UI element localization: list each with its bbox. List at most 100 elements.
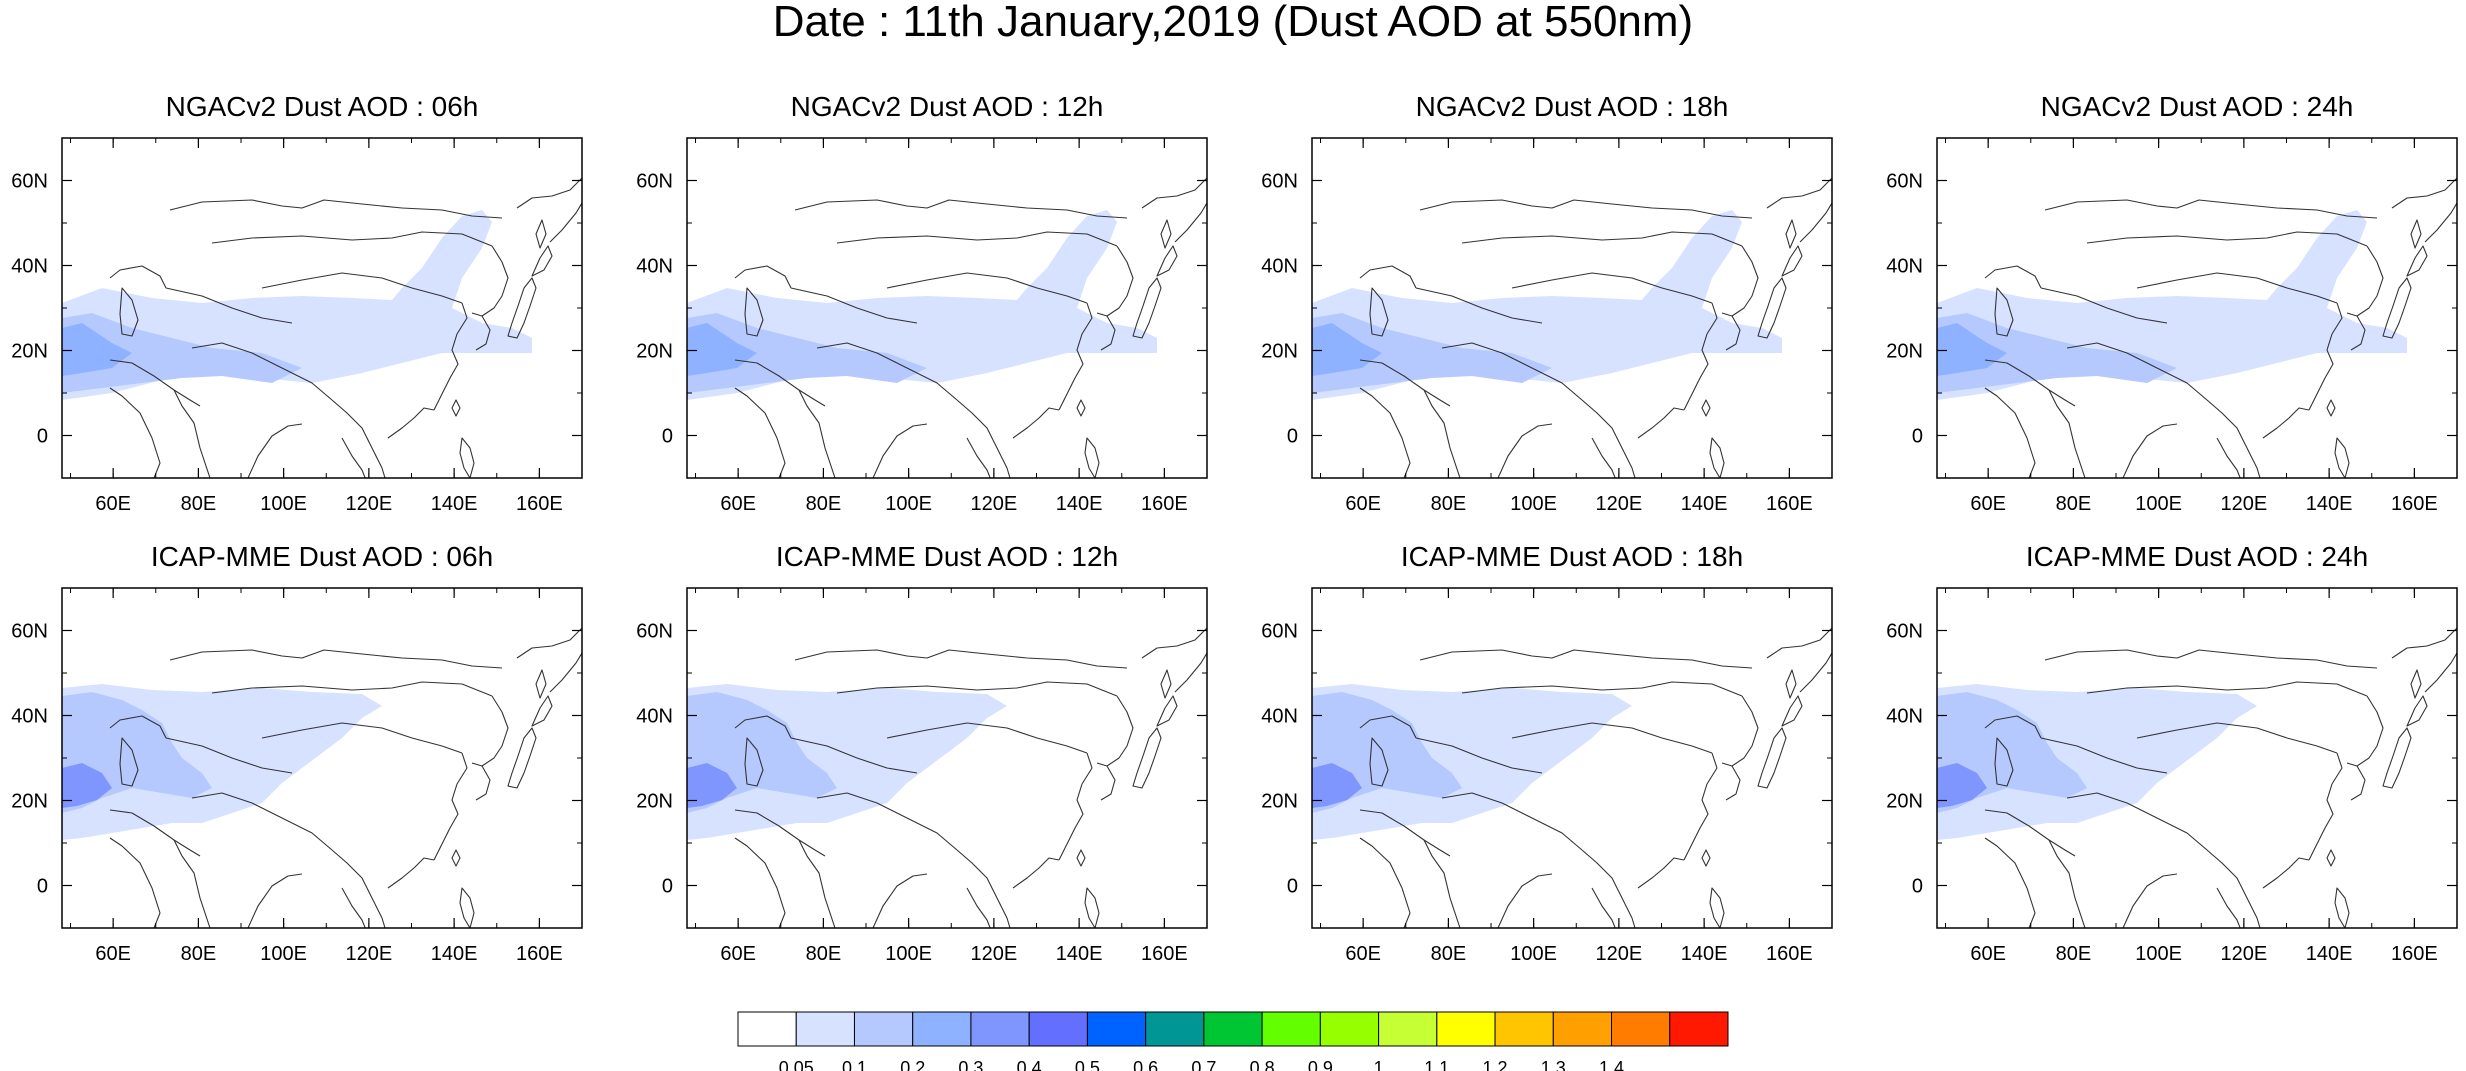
lat-tick-label: 0: [1912, 876, 1923, 898]
lat-tick-label: 20N: [636, 791, 673, 813]
colorbar-swatch: [795, 1011, 855, 1047]
map-panel-8: ICAP-MME Dust AOD : 24h 60E 80E 100E 120E 140…: [1886, 541, 2458, 965]
lon-tick-label: 140E: [2306, 943, 2353, 965]
colorbar-swatch: [1611, 1011, 1671, 1047]
lon-tick-label: 120E: [2221, 943, 2268, 965]
lat-tick-label: 40N: [1886, 256, 1923, 278]
lon-tick-label: 120E: [2221, 493, 2268, 515]
lat-tick-label: 60N: [1261, 171, 1298, 193]
lon-tick-label: 60E: [1345, 493, 1381, 515]
colorbar-swatch: [970, 1011, 1030, 1047]
lon-tick-label: 60E: [95, 943, 131, 965]
lon-tick-label: 80E: [1431, 493, 1467, 515]
colorbar-swatch: [1145, 1011, 1205, 1047]
lon-tick-label: 80E: [806, 943, 842, 965]
colorbar-swatch: [1203, 1011, 1263, 1047]
panel-title: ICAP-MME Dust AOD : 12h: [776, 541, 1118, 572]
lat-tick-label: 40N: [1261, 706, 1298, 728]
map-panel-1: NGACv2 Dust AOD : 06h 60E 80E 100E 120E 140E 1…: [11, 91, 583, 515]
lon-tick-label: 140E: [1056, 493, 1103, 515]
panel-title: ICAP-MME Dust AOD : 24h: [2026, 541, 2368, 572]
lon-tick-label: 160E: [1141, 493, 1188, 515]
lon-tick-label: 120E: [1596, 943, 1643, 965]
lon-tick-label: 100E: [260, 943, 307, 965]
lat-tick-label: 0: [662, 426, 673, 448]
panel-title: ICAP-MME Dust AOD : 18h: [1401, 541, 1743, 572]
lat-tick-label: 0: [1287, 876, 1298, 898]
lon-tick-label: 100E: [260, 493, 307, 515]
map-panel-7: ICAP-MME Dust AOD : 18h 60E 80E 100E 120E 140…: [1261, 541, 1833, 965]
colorbar-label: 0.3: [958, 1058, 983, 1071]
lat-tick-label: 60N: [1261, 621, 1298, 643]
lon-tick-label: 60E: [1345, 943, 1381, 965]
colorbar-label: 0.6: [1133, 1058, 1158, 1071]
panel-title: NGACv2 Dust AOD : 12h: [791, 91, 1104, 122]
map-panel-5: ICAP-MME Dust AOD : 06h 60E 80E 100E 120E 140…: [11, 541, 583, 965]
panel-title: ICAP-MME Dust AOD : 06h: [151, 541, 493, 572]
dust-aod-field: [1937, 177, 2457, 478]
colorbar-swatch: [1552, 1011, 1613, 1047]
lon-tick-label: 140E: [2306, 493, 2353, 515]
lon-tick-label: 140E: [1681, 943, 1728, 965]
panel-title: NGACv2 Dust AOD : 06h: [166, 91, 479, 122]
dust-aod-field: [687, 627, 1207, 928]
lon-tick-label: 60E: [720, 493, 756, 515]
colorbar-label: 1.2: [1483, 1058, 1508, 1071]
lat-tick-label: 60N: [11, 171, 48, 193]
lat-tick-label: 60N: [1886, 621, 1923, 643]
colorbar-swatch: [853, 1011, 914, 1047]
lat-tick-label: 0: [1287, 426, 1298, 448]
lat-tick-label: 20N: [1886, 341, 1923, 363]
colorbar-label: 0.4: [1017, 1058, 1042, 1071]
lat-tick-label: 40N: [11, 256, 48, 278]
lon-tick-label: 160E: [516, 943, 563, 965]
colorbar-label: 1.1: [1424, 1058, 1449, 1071]
lat-tick-label: 0: [37, 426, 48, 448]
colorbar-label: 1: [1374, 1058, 1384, 1071]
lat-tick-label: 60N: [1886, 171, 1923, 193]
lon-tick-label: 100E: [2135, 493, 2182, 515]
dust-aod-field: [1937, 627, 2457, 928]
lat-tick-label: 20N: [1886, 791, 1923, 813]
lat-tick-label: 0: [662, 876, 673, 898]
colorbar-swatch: [737, 1011, 797, 1047]
dust-aod-field: [62, 177, 582, 478]
lon-tick-label: 120E: [346, 943, 393, 965]
map-panel-4: NGACv2 Dust AOD : 24h 60E 80E 100E 120E 140E 1…: [1886, 91, 2458, 515]
dust-aod-field: [1312, 627, 1832, 928]
lat-tick-label: 20N: [1261, 791, 1298, 813]
lon-tick-label: 120E: [1596, 493, 1643, 515]
colorbar-label: 0.2: [900, 1058, 925, 1071]
lat-tick-label: 40N: [11, 706, 48, 728]
lat-tick-label: 60N: [11, 621, 48, 643]
lon-tick-label: 120E: [346, 493, 393, 515]
lon-tick-label: 80E: [181, 493, 217, 515]
colorbar-swatch: [1261, 1011, 1321, 1047]
colorbar-label: 1.3: [1541, 1058, 1566, 1071]
colorbar-swatch: [1669, 1011, 1729, 1047]
colorbar-label: 0.9: [1308, 1058, 1333, 1071]
lon-tick-label: 100E: [1510, 943, 1557, 965]
lat-tick-label: 60N: [636, 171, 673, 193]
lon-tick-label: 100E: [1510, 493, 1557, 515]
lon-tick-label: 160E: [2391, 943, 2438, 965]
lon-tick-label: 80E: [806, 493, 842, 515]
lon-tick-label: 140E: [431, 493, 478, 515]
panel-title: NGACv2 Dust AOD : 24h: [2041, 91, 2354, 122]
lon-tick-label: 60E: [1970, 943, 2006, 965]
colorbar-swatch: [1319, 1011, 1380, 1047]
lon-tick-label: 140E: [431, 943, 478, 965]
lon-tick-label: 160E: [2391, 493, 2438, 515]
lat-tick-label: 20N: [1261, 341, 1298, 363]
lat-tick-label: 40N: [636, 256, 673, 278]
colorbar-label: 0.8: [1250, 1058, 1275, 1071]
lon-tick-label: 120E: [971, 943, 1018, 965]
dust-aod-field: [62, 627, 582, 928]
lon-tick-label: 80E: [2056, 943, 2092, 965]
colorbar-label: 0.7: [1191, 1058, 1216, 1071]
dust-aod-field: [687, 177, 1207, 478]
lat-tick-label: 0: [1912, 426, 1923, 448]
colorbar-label: 0.05: [779, 1058, 814, 1071]
colorbar-label: 1.4: [1599, 1058, 1624, 1071]
lat-tick-label: 40N: [1886, 706, 1923, 728]
